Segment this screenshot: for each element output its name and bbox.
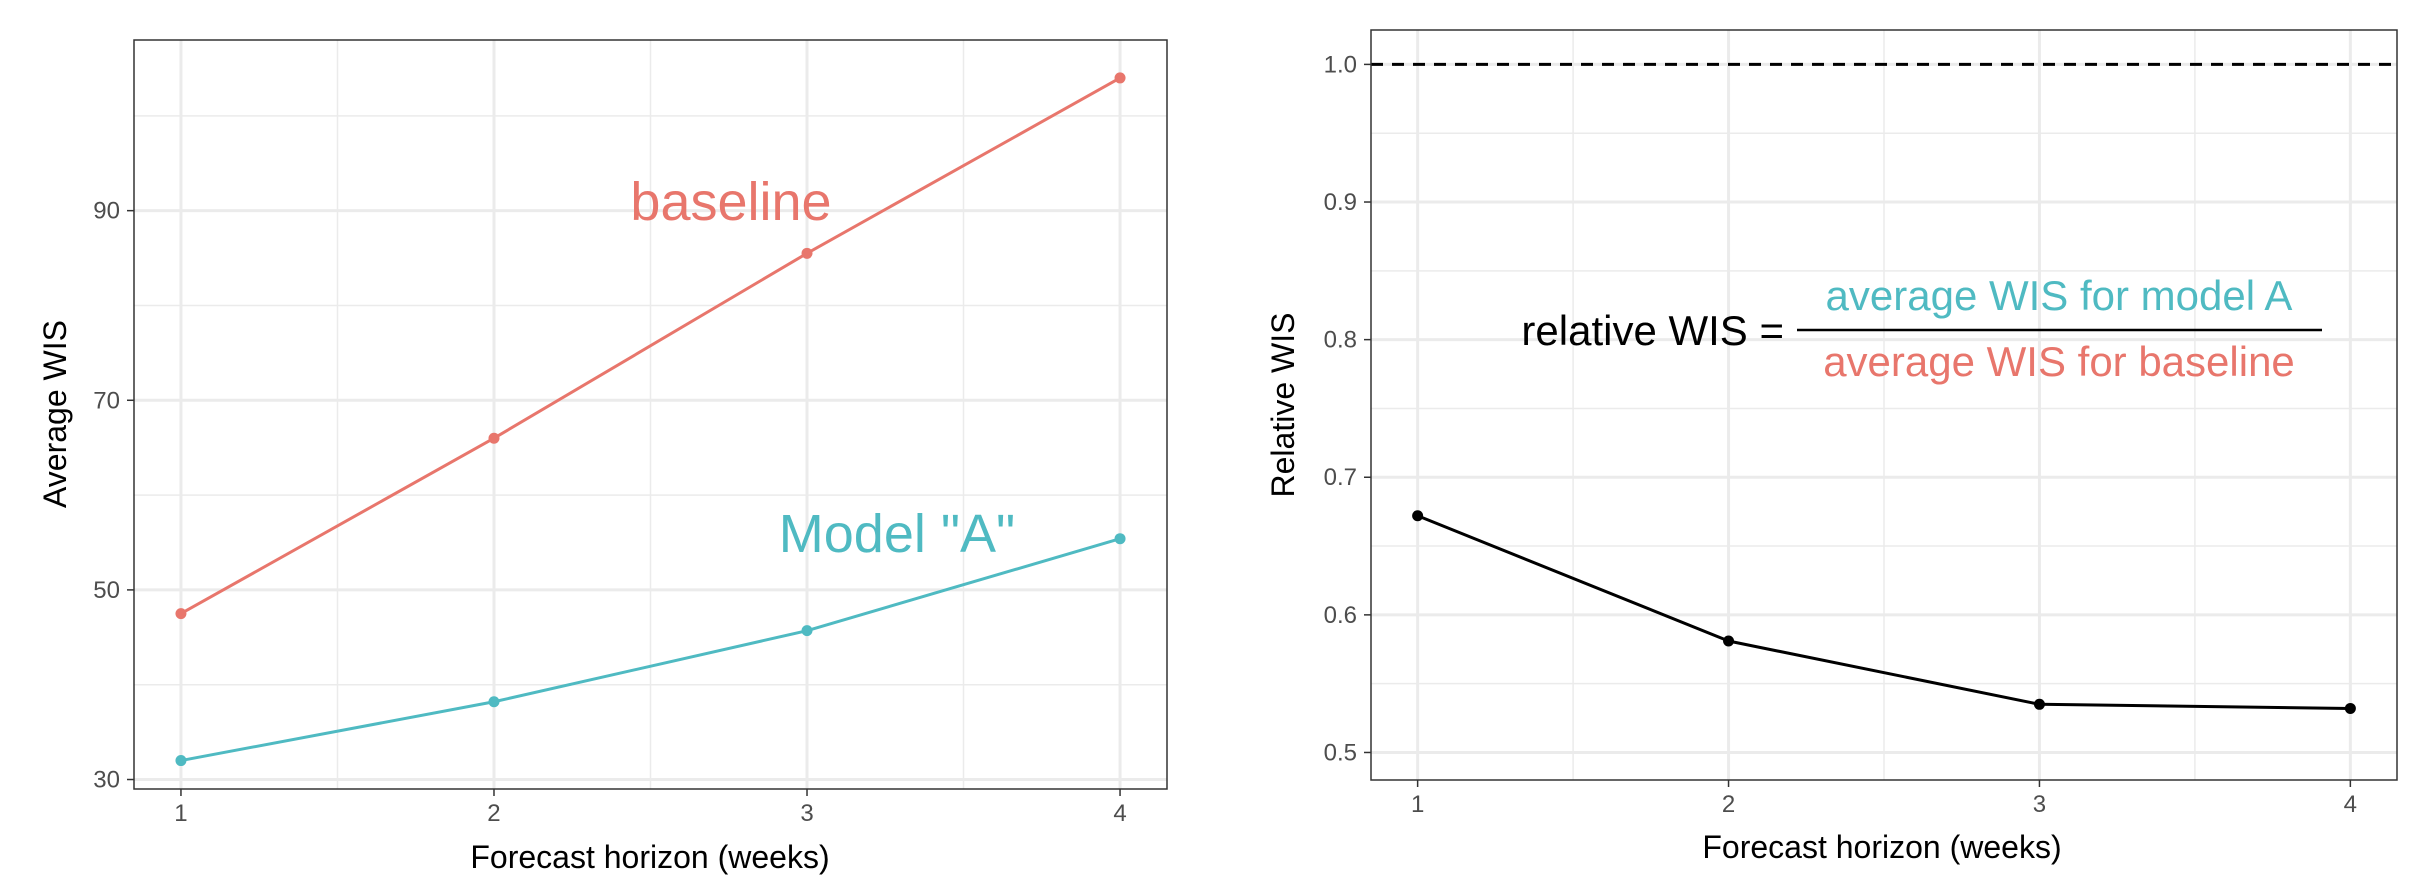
y-tick-label: 50 xyxy=(93,577,120,604)
y-tick-label: 0.7 xyxy=(1324,464,1357,491)
data-point xyxy=(2344,702,2356,714)
x-axis-title-left: Forecast horizon (weeks) xyxy=(470,839,829,875)
series-label-baseline: baseline xyxy=(630,172,831,232)
data-point xyxy=(801,625,813,637)
series-label-model-a: Model "A" xyxy=(779,504,1015,564)
data-point xyxy=(488,432,500,444)
data-point xyxy=(175,608,187,620)
panel-border-left xyxy=(133,39,1168,790)
panel-relative-wis: 1 2 3 4 0.5 0.6 0.7 0.8 0.9 1.0 relative WIS = av… xyxy=(1265,29,2398,865)
relative-wis-formula: relative WIS = average WIS for model A a… xyxy=(1521,272,2322,385)
x-axis-title-right: Forecast horizon (weeks) xyxy=(1702,829,2061,865)
panel-border-right xyxy=(1370,29,2398,781)
y-axis-title-right: Relative WIS xyxy=(1265,313,1301,498)
y-tick-label: 0.5 xyxy=(1324,739,1357,766)
y-tick-label: 90 xyxy=(93,198,120,225)
x-tick-label: 2 xyxy=(1722,791,1735,818)
ticks-right: 1 2 3 4 0.5 0.6 0.7 0.8 0.9 1.0 xyxy=(1324,51,2357,818)
data-point xyxy=(1412,510,1424,522)
data-point xyxy=(1114,72,1126,84)
y-tick-label: 70 xyxy=(93,387,120,414)
y-axis-title-left: Average WIS xyxy=(37,320,73,508)
x-tick-label: 4 xyxy=(1113,800,1126,827)
data-point xyxy=(2033,698,2045,710)
x-tick-label: 2 xyxy=(487,800,500,827)
panel-average-wis: 1 2 3 4 30 50 70 90 baseline Model "A" Forecast… xyxy=(37,39,1168,875)
data-point xyxy=(801,247,813,259)
y-tick-label: 30 xyxy=(93,767,120,794)
formula-denominator: average WIS for baseline xyxy=(1823,338,2295,385)
series-right xyxy=(1371,62,2397,714)
x-tick-label: 3 xyxy=(2033,791,2046,818)
ticks-left: 1 2 3 4 30 50 70 90 xyxy=(93,198,1126,827)
series-line-0 xyxy=(180,76,1121,615)
data-point xyxy=(1723,635,1735,647)
series-line-0 xyxy=(1417,514,2351,710)
x-tick-label: 4 xyxy=(2344,791,2357,818)
x-tick-label: 1 xyxy=(174,800,187,827)
series-line-1 xyxy=(180,537,1121,763)
data-point xyxy=(175,755,187,767)
y-tick-label: 0.6 xyxy=(1324,602,1357,629)
y-tick-label: 0.8 xyxy=(1324,327,1357,354)
series-left xyxy=(175,72,1126,767)
data-point xyxy=(1114,533,1126,545)
formula-lhs: relative WIS = xyxy=(1521,307,1784,354)
y-tick-label: 0.9 xyxy=(1324,189,1357,216)
y-tick-label: 1.0 xyxy=(1324,51,1357,78)
x-tick-label: 3 xyxy=(800,800,813,827)
formula-numerator: average WIS for model A xyxy=(1826,272,2293,319)
x-tick-label: 1 xyxy=(1411,791,1424,818)
data-point xyxy=(488,696,500,708)
